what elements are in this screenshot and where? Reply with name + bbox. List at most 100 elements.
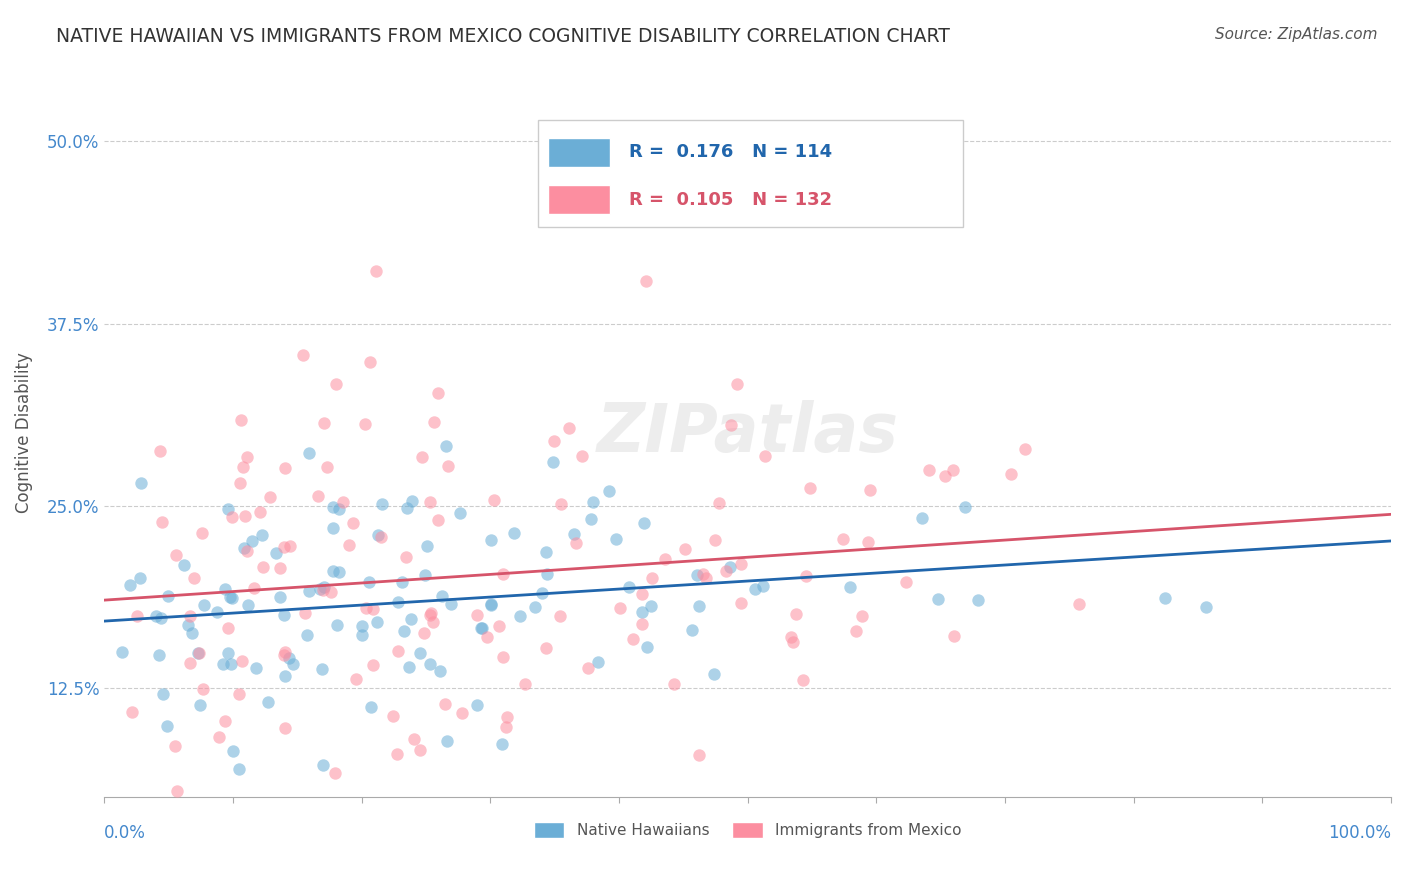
Point	[363, 602, 385, 616]
Point	[163, 739, 186, 754]
Point	[232, 459, 254, 474]
Point	[782, 634, 804, 648]
Point	[387, 595, 409, 609]
Point	[785, 607, 807, 621]
Point	[859, 483, 882, 498]
Point	[440, 597, 463, 611]
Point	[259, 490, 281, 504]
Point	[280, 539, 302, 553]
Point	[402, 732, 425, 747]
Point	[395, 549, 418, 564]
Point	[249, 505, 271, 519]
Point	[720, 417, 742, 432]
Point	[342, 516, 364, 530]
Bar	[548, 186, 610, 214]
Point	[631, 605, 654, 619]
Point	[609, 600, 631, 615]
Point	[180, 626, 202, 640]
Point	[273, 648, 295, 662]
Point	[730, 596, 752, 610]
Point	[392, 624, 415, 638]
Point	[479, 598, 502, 612]
Point	[214, 714, 236, 728]
Point	[422, 415, 444, 429]
Point	[221, 744, 243, 758]
Point	[449, 506, 471, 520]
Point	[686, 568, 709, 582]
Point	[558, 420, 581, 434]
Point	[381, 709, 404, 723]
Point	[470, 621, 492, 635]
Point	[366, 615, 388, 629]
Point	[851, 608, 873, 623]
Point	[298, 584, 321, 599]
Point	[692, 567, 714, 582]
Point	[183, 571, 205, 585]
Point	[245, 660, 267, 674]
Point	[727, 377, 749, 392]
Point	[1067, 598, 1090, 612]
Point	[295, 628, 318, 642]
Point	[118, 577, 141, 591]
Point	[673, 541, 696, 556]
Point	[536, 566, 558, 581]
Point	[156, 719, 179, 733]
Text: 0.0%: 0.0%	[104, 823, 146, 841]
Point	[730, 558, 752, 572]
Point	[432, 589, 454, 603]
Point	[177, 618, 200, 632]
Point	[269, 591, 291, 605]
Point	[548, 609, 571, 624]
Point	[754, 449, 776, 463]
Point	[214, 582, 236, 596]
Point	[269, 561, 291, 575]
Point	[845, 624, 868, 639]
Legend: Native Hawaiians, Immigrants from Mexico: Native Hawaiians, Immigrants from Mexico	[527, 816, 967, 845]
Point	[634, 274, 657, 288]
Point	[236, 543, 259, 558]
Point	[434, 439, 457, 453]
Point	[309, 582, 332, 597]
Point	[273, 540, 295, 554]
Point	[221, 657, 243, 672]
Point	[943, 629, 966, 643]
Point	[127, 609, 149, 624]
Point	[471, 621, 494, 635]
Point	[316, 459, 339, 474]
Point	[311, 662, 333, 676]
Point	[219, 590, 242, 604]
Point	[550, 497, 572, 511]
Text: ZIPatlas: ZIPatlas	[596, 400, 898, 466]
Bar	[538, 120, 963, 227]
Text: NATIVE HAWAIIAN VS IMMIGRANTS FROM MEXICO COGNITIVE DISABILITY CORRELATION CHART: NATIVE HAWAIIAN VS IMMIGRANTS FROM MEXIC…	[56, 27, 950, 45]
Point	[832, 533, 855, 547]
Point	[228, 476, 250, 491]
Point	[228, 687, 250, 701]
Point	[150, 515, 173, 529]
Point	[1000, 467, 1022, 481]
Point	[287, 840, 309, 855]
Point	[534, 640, 557, 655]
Point	[401, 494, 423, 508]
Point	[326, 618, 349, 632]
Point	[173, 558, 195, 572]
Point	[419, 608, 441, 623]
Point	[465, 607, 488, 622]
Point	[662, 677, 685, 691]
Point	[894, 575, 917, 590]
Point	[681, 623, 703, 637]
Point	[450, 706, 472, 720]
Point	[250, 527, 273, 541]
Point	[364, 264, 387, 278]
Point	[291, 348, 314, 362]
Point	[479, 597, 502, 611]
Point	[322, 500, 344, 515]
Point	[157, 589, 180, 603]
Point	[695, 571, 717, 585]
Point	[703, 533, 725, 547]
Point	[307, 489, 329, 503]
Point	[562, 527, 585, 541]
Point	[492, 566, 515, 581]
Text: 100.0%: 100.0%	[1329, 823, 1391, 841]
Point	[236, 450, 259, 464]
